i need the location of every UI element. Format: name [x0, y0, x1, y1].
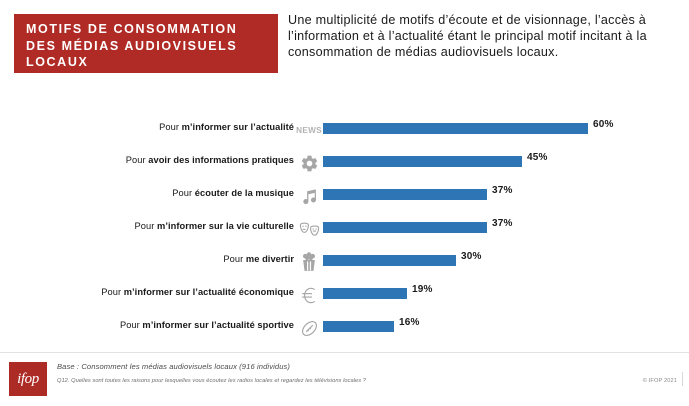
ifop-logo-text: ifop: [17, 370, 39, 387]
row-label: Pour m’informer sur l’actualité: [79, 122, 294, 132]
row-label-lead: Pour: [101, 287, 124, 297]
row-label-lead: Pour: [223, 254, 246, 264]
chart-row: Pour m’informer sur l’actualité NEWS 60%: [0, 118, 689, 151]
chart-row: Pour m’informer sur la vie culturelle 37…: [0, 217, 689, 250]
bar: [323, 123, 588, 134]
chart-row: Pour m’informer sur l’actualité économiq…: [0, 283, 689, 316]
title-banner: MOTIFS DE CONSOMMATION DES MÉDIAS AUDIOV…: [14, 14, 278, 73]
footer-base-text: Base : Consomment les médias audiovisuel…: [57, 362, 291, 371]
popcorn-icon: [296, 250, 322, 274]
row-label: Pour écouter de la musique: [79, 188, 294, 198]
chart-row: Pour avoir des informations pratiques 45…: [0, 151, 689, 184]
bar: [323, 189, 487, 200]
news-icon: NEWS: [296, 118, 322, 142]
bar: [323, 288, 407, 299]
gear-icon: [296, 151, 322, 175]
copyright-text: © IFOP 2021: [642, 378, 677, 384]
music-note-icon: [296, 184, 322, 208]
bar-chart: Pour m’informer sur l’actualité NEWS 60%…: [0, 118, 689, 353]
row-label-lead: Pour: [159, 122, 182, 132]
copyright-divider: [682, 372, 683, 386]
bar-value: 37%: [492, 218, 513, 229]
news-icon-label: NEWS: [296, 125, 322, 135]
bar: [323, 255, 456, 266]
chart-row: Pour m’informer sur l’actualité sportive…: [0, 316, 689, 349]
football-icon: [296, 316, 322, 340]
row-label-emph: m’informer sur l’actualité économique: [123, 287, 294, 297]
bar-value: 19%: [412, 284, 433, 295]
row-label: Pour avoir des informations pratiques: [79, 155, 294, 165]
row-label-emph: me divertir: [245, 254, 294, 264]
row-label-emph: avoir des informations pratiques: [148, 155, 294, 165]
footer-question-text: Q12. Quelles sont toutes les raisons pou…: [57, 378, 366, 384]
bar: [323, 321, 394, 332]
chart-row: Pour écouter de la musique 37%: [0, 184, 689, 217]
bar-value: 16%: [399, 317, 420, 328]
bar: [323, 156, 522, 167]
row-label: Pour m’informer sur l’actualité économiq…: [79, 287, 294, 297]
bar-value: 37%: [492, 185, 513, 196]
ifop-logo: ifop: [9, 362, 47, 396]
row-label-lead: Pour: [172, 188, 195, 198]
bar-value: 60%: [593, 119, 614, 130]
row-label-lead: Pour: [134, 221, 158, 231]
row-label-emph: m’informer sur la vie culturelle: [157, 221, 294, 231]
headline-text: Une multiplicité de motifs d’écoute et d…: [288, 13, 647, 60]
row-label: Pour m’informer sur l’actualité sportive: [79, 320, 294, 330]
row-label-emph: écouter de la musique: [194, 188, 294, 198]
bar: [323, 222, 487, 233]
row-label-emph: m’informer sur l’actualité sportive: [142, 320, 294, 330]
row-label-lead: Pour: [125, 155, 149, 165]
page-title: MOTIFS DE CONSOMMATION DES MÉDIAS AUDIOV…: [26, 22, 238, 69]
chart-row: Pour me divertir 30%: [0, 250, 689, 283]
row-label-lead: Pour: [119, 320, 143, 330]
theater-masks-icon: [296, 217, 322, 241]
row-label: Pour me divertir: [79, 254, 294, 264]
row-label-emph: m’informer sur l’actualité: [181, 122, 294, 132]
row-label: Pour m’informer sur la vie culturelle: [79, 221, 294, 231]
bar-value: 45%: [527, 152, 548, 163]
footer-divider: [0, 352, 689, 353]
bar-value: 30%: [461, 251, 482, 262]
euro-icon: [296, 283, 322, 307]
